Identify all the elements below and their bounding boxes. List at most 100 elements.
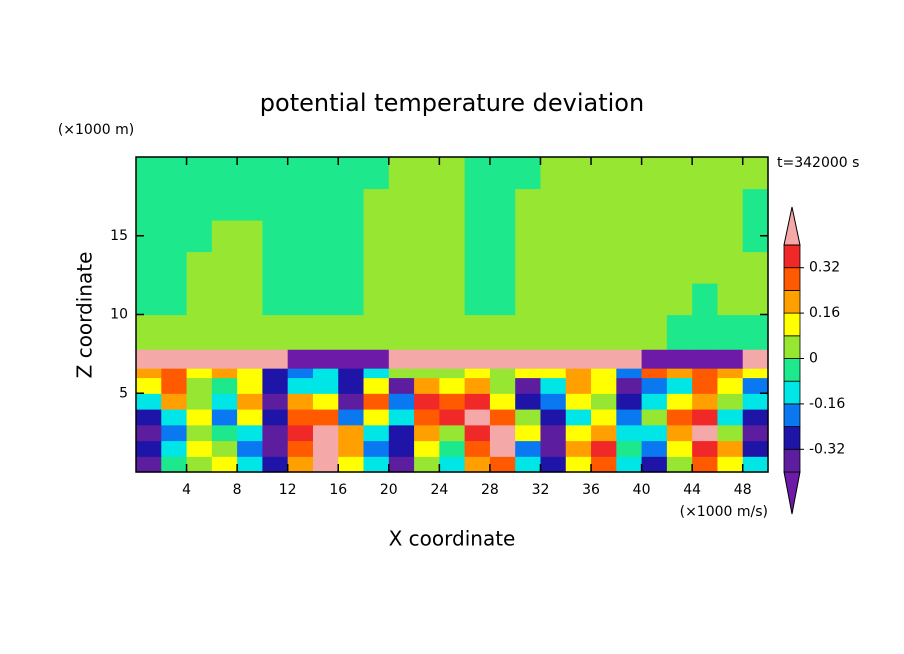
field-cell <box>338 283 365 316</box>
field-cell <box>666 440 693 457</box>
time-annotation: t=342000 s <box>777 155 859 171</box>
field-cell <box>388 377 415 394</box>
field-cell <box>692 456 719 473</box>
field-cell <box>666 157 693 190</box>
field-cell <box>591 188 617 221</box>
field-cell <box>565 424 592 442</box>
field-cell <box>363 220 390 253</box>
field-cell <box>540 251 567 284</box>
colorbar-tick-label: -0.32 <box>809 441 845 457</box>
field-cell <box>692 368 719 379</box>
field-cell <box>489 157 516 190</box>
field-cell <box>489 377 516 394</box>
field-cell <box>616 368 643 379</box>
field-cell <box>312 368 339 379</box>
field-cell <box>237 393 263 410</box>
field-cell <box>666 424 693 442</box>
field-cell <box>717 283 744 316</box>
field-cell <box>287 157 314 190</box>
field-cell <box>161 393 188 410</box>
field-cell <box>439 157 466 190</box>
field-cell <box>666 409 693 426</box>
field-cell <box>489 283 516 316</box>
field-cell <box>742 393 769 410</box>
field-cell <box>363 424 390 442</box>
field-cell <box>591 314 617 350</box>
field-cell <box>414 157 440 190</box>
field-cell <box>388 314 415 350</box>
field-cell <box>161 424 188 442</box>
field-cell <box>312 377 339 394</box>
field-cell <box>540 456 567 473</box>
field-cell <box>338 349 365 369</box>
field-cell <box>186 440 213 457</box>
field-cell <box>591 349 617 369</box>
field-cell <box>464 368 491 379</box>
field-cell <box>540 368 567 379</box>
field-cell <box>211 157 238 190</box>
colorbar-band <box>783 380 801 405</box>
field-cell <box>742 157 769 190</box>
field-cell <box>136 251 162 284</box>
field-cell <box>161 377 188 394</box>
field-cell <box>666 188 693 221</box>
field-cell <box>616 157 643 190</box>
field-cell <box>692 349 719 369</box>
field-cell <box>591 456 617 473</box>
field-cell <box>186 157 213 190</box>
field-cell <box>439 440 466 457</box>
field-cell <box>742 440 769 457</box>
field-cell <box>616 377 643 394</box>
field-cell <box>742 456 769 473</box>
field-cell <box>414 368 440 379</box>
field-cell <box>237 349 263 369</box>
field-cell <box>439 314 466 350</box>
field-cell <box>616 283 643 316</box>
field-cell <box>591 393 617 410</box>
field-cell <box>312 349 339 369</box>
field-cell <box>262 220 289 253</box>
field-cell <box>717 251 744 284</box>
field-cell <box>439 424 466 442</box>
field-cell <box>439 349 466 369</box>
field-cell <box>616 220 643 253</box>
field-cell <box>414 349 440 369</box>
field-cell <box>136 424 162 442</box>
field-cell <box>641 393 668 410</box>
field-cell <box>414 283 440 316</box>
field-cell <box>237 440 263 457</box>
field-cell <box>186 251 213 284</box>
field-cell <box>211 409 238 426</box>
field-cell <box>211 188 238 221</box>
field-cell <box>515 157 542 190</box>
field-cell <box>515 251 542 284</box>
x-tick-label: 48 <box>734 482 752 498</box>
field-cell <box>287 393 314 410</box>
field-cell <box>287 377 314 394</box>
colorbar-band <box>783 244 801 269</box>
field-cell <box>161 220 188 253</box>
field-cell <box>717 368 744 379</box>
field-cell <box>565 409 592 426</box>
field-cell <box>565 251 592 284</box>
field-cell <box>388 440 415 457</box>
field-cell <box>515 188 542 221</box>
field-cell <box>489 251 516 284</box>
field-cell <box>388 220 415 253</box>
field-cell <box>287 220 314 253</box>
field-cell <box>237 409 263 426</box>
field-cell <box>565 456 592 473</box>
field-cell <box>591 220 617 253</box>
field-cell <box>464 393 491 410</box>
colorbar-band <box>783 312 801 337</box>
field-cell <box>439 251 466 284</box>
field-cell <box>515 393 542 410</box>
field-cell <box>136 393 162 410</box>
field-cell <box>692 377 719 394</box>
colorbar-band <box>783 403 801 427</box>
field-cell <box>489 393 516 410</box>
field-cell <box>338 377 365 394</box>
field-cell <box>540 349 567 369</box>
field-cell <box>136 456 162 473</box>
field-cell <box>666 283 693 316</box>
